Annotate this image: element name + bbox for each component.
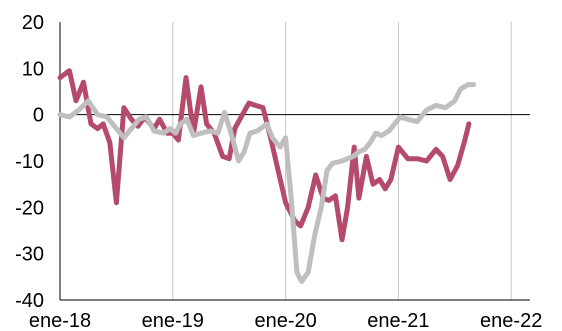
series-group (57, 68, 477, 284)
x-tick-label: ene-20 (254, 310, 316, 331)
y-tick-label: -10 (15, 151, 44, 173)
x-tick-label: ene-19 (142, 310, 204, 331)
x-tick-label: ene-21 (367, 310, 429, 331)
axes (59, 22, 530, 301)
x-tick-label: ene-18 (29, 310, 91, 331)
y-tick-label: 10 (22, 58, 44, 80)
y-tick-label: -30 (15, 244, 44, 266)
series-line-1 (57, 68, 472, 243)
y-tick-label: 0 (33, 105, 44, 127)
y-tick-label: 20 (22, 12, 44, 34)
y-tick-label: -40 (15, 290, 44, 312)
series-line-2 (57, 82, 477, 284)
x-tick-label: ene-22 (480, 310, 542, 331)
y-tick-label: -20 (15, 197, 44, 219)
